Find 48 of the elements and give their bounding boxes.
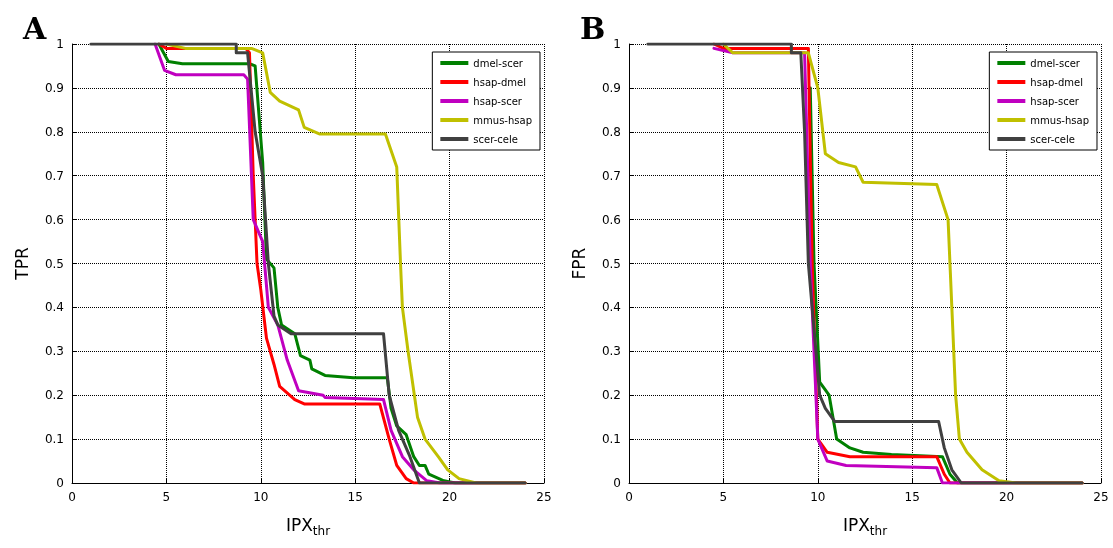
- y-axis-title: TPR: [11, 247, 32, 281]
- y-tick-label: 0: [613, 476, 621, 490]
- y-axis-title: FPR: [568, 247, 589, 280]
- legend-label: hsap-dmel: [1030, 76, 1083, 88]
- y-tick-label: 0.4: [601, 300, 621, 315]
- y-tick-label: 0.2: [44, 388, 64, 403]
- legend-label: dmel-scer: [473, 57, 524, 69]
- x-tick-label: 15: [347, 490, 363, 504]
- legend-label: hsap-dmel: [473, 76, 526, 88]
- y-tick-label: 0.1: [44, 432, 64, 447]
- y-tick-label: 0.5: [601, 256, 621, 271]
- y-tick-label: 0.7: [601, 168, 621, 183]
- x-tick-label: 25: [536, 490, 552, 504]
- x-tick-label: 0: [68, 490, 76, 504]
- legend-label: dmel-scer: [1030, 57, 1081, 69]
- x-tick-label: 25: [1093, 490, 1109, 504]
- y-tick-label: 0.6: [44, 212, 64, 227]
- y-tick-label: 1: [56, 37, 64, 51]
- legend-label: mmus-hsap: [473, 114, 533, 126]
- x-tick-label: 10: [253, 490, 269, 504]
- y-tick-label: 0.8: [601, 124, 621, 139]
- y-tick-label: 0: [56, 476, 64, 490]
- y-tick-label: 0.9: [601, 80, 621, 95]
- y-tick-label: 0.2: [601, 388, 621, 403]
- legend-label: mmus-hsap: [1030, 114, 1090, 126]
- chart-title: A: [22, 10, 47, 46]
- legend-label: scer-cele: [473, 133, 518, 145]
- y-tick-label: 1: [613, 37, 621, 51]
- y-tick-label: 0.9: [44, 80, 64, 95]
- legend-label: scer-cele: [1030, 133, 1075, 145]
- y-tick-label: 0.6: [601, 212, 621, 227]
- x-tick-label: 20: [998, 490, 1015, 504]
- x-tick-label: 5: [162, 490, 171, 504]
- y-tick-label: 0.4: [44, 300, 64, 315]
- y-tick-label: 0.5: [44, 256, 64, 271]
- y-tick-label: 0.3: [601, 344, 621, 359]
- legend-label: hsap-scer: [473, 95, 523, 107]
- y-tick-label: 0.8: [44, 124, 64, 139]
- x-tick-label: 10: [810, 490, 826, 504]
- legend-label: hsap-scer: [1030, 95, 1080, 107]
- y-tick-label: 0.1: [601, 432, 621, 447]
- x-tick-label: 20: [441, 490, 458, 504]
- y-tick-label: 0.7: [44, 168, 64, 183]
- x-tick-label: 5: [719, 490, 728, 504]
- x-tick-label: 0: [625, 490, 633, 504]
- chart-title: B: [580, 10, 606, 46]
- x-tick-label: 15: [904, 490, 920, 504]
- y-tick-label: 0.3: [44, 344, 64, 359]
